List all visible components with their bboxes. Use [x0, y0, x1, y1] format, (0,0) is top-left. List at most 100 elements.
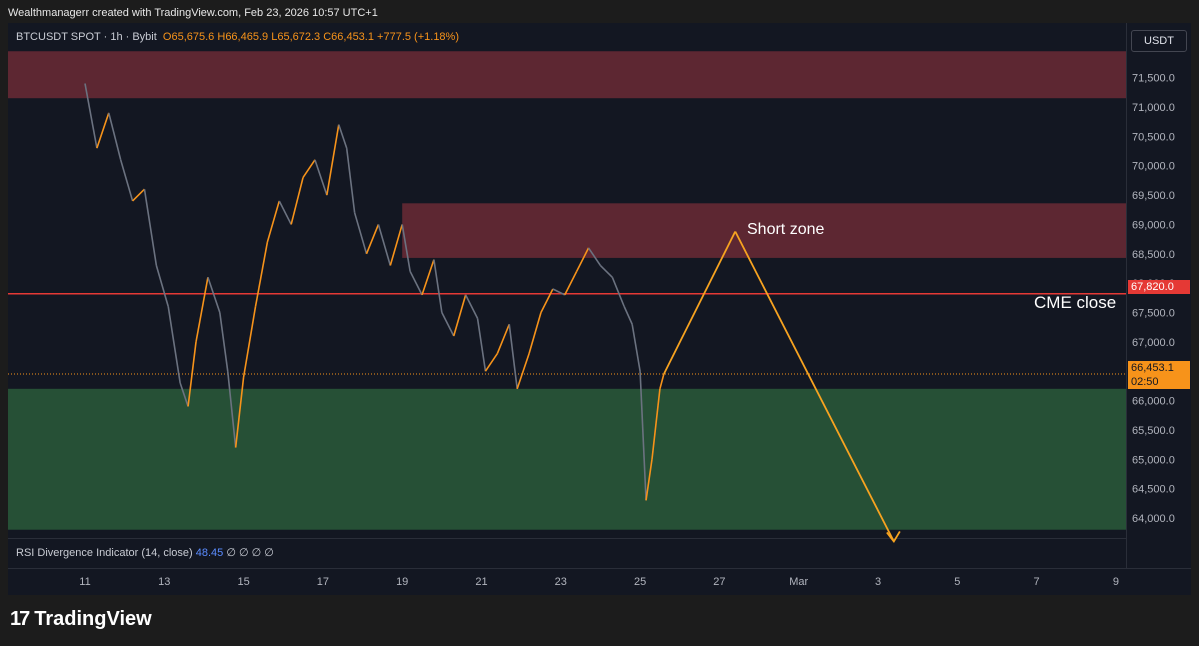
- price-zone-3: [8, 388, 1126, 530]
- price-tick-label: 69,500.0: [1132, 190, 1175, 202]
- price-segment: [290, 177, 304, 225]
- price-axis-divider: [1126, 23, 1127, 568]
- price-segment: [345, 148, 356, 213]
- time-tick-label: 9: [1113, 576, 1119, 588]
- price-segment: [338, 124, 348, 149]
- price-segment: [401, 224, 411, 272]
- price-segment: [631, 324, 641, 372]
- price-segment: [254, 241, 269, 307]
- price-segment: [587, 247, 602, 266]
- time-tick-label: Mar: [789, 576, 808, 588]
- rsi-value: 48.45: [195, 547, 224, 559]
- change-value: +777.5 (+1.18%): [377, 31, 459, 43]
- time-axis-divider: [8, 568, 1191, 569]
- price-segment: [623, 306, 633, 325]
- currency-unit-button[interactable]: USDT: [1131, 30, 1187, 52]
- rsi-na-values: ∅ ∅ ∅ ∅: [226, 547, 274, 559]
- price-segment: [266, 200, 281, 243]
- time-tick-label: 25: [634, 576, 646, 588]
- last-price-tag: 66,453.1 02:50: [1128, 361, 1190, 389]
- close-value: 66,453.1: [331, 31, 374, 43]
- time-tick-label: 5: [954, 576, 960, 588]
- price-tick-label: 69,000.0: [1132, 219, 1175, 231]
- cme-price-tag: 67,820.0: [1128, 280, 1190, 294]
- price-tick-label: 65,000.0: [1132, 454, 1175, 466]
- price-segment: [433, 259, 443, 313]
- price-segment: [96, 112, 110, 149]
- time-tick-label: 15: [237, 576, 249, 588]
- time-tick-label: 23: [555, 576, 567, 588]
- price-tick-label: 71,000.0: [1132, 102, 1175, 114]
- chart-frame[interactable]: 64,000.0 64,500.0 65,000.0 65,500.0 66,000.0…: [8, 23, 1191, 595]
- price-segment: [441, 312, 455, 337]
- price-tick-label: 70,500.0: [1132, 131, 1175, 143]
- price-segment: [143, 189, 158, 266]
- bar-countdown: 02:50: [1131, 376, 1159, 388]
- time-tick-label: 3: [875, 576, 881, 588]
- price-segment: [599, 264, 613, 278]
- price-segment: [108, 112, 122, 161]
- price-segment: [464, 294, 479, 319]
- cme-close-label: CME close: [1034, 293, 1117, 312]
- price-segment: [234, 376, 245, 448]
- price-segment: [421, 259, 435, 296]
- short-zone-label: Short zone: [747, 221, 825, 238]
- rsi-indicator-legend[interactable]: RSI Divergence Indicator (14, close) 48.…: [16, 546, 274, 559]
- price-tick-label: 64,500.0: [1132, 484, 1175, 496]
- price-segment: [552, 288, 566, 296]
- symbol-legend: BTCUSDT SPOT · 1h · Bybit O65,675.6 H66,…: [16, 31, 459, 43]
- rsi-pane-divider: [8, 538, 1126, 539]
- price-segment: [409, 271, 423, 296]
- price-segment: [508, 324, 518, 389]
- price-segment: [278, 200, 292, 225]
- price-zone-1: [8, 51, 1126, 99]
- last-price-value: 66,453.1: [1131, 362, 1174, 374]
- projection-path: [663, 231, 737, 375]
- price-segment: [302, 159, 316, 178]
- price-tick-label: 70,000.0: [1132, 161, 1175, 173]
- price-segment: [639, 371, 647, 501]
- price-segment: [195, 277, 209, 343]
- price-segment: [651, 388, 661, 460]
- price-segment: [219, 312, 229, 372]
- open-value: 65,675.6: [171, 31, 215, 43]
- price-chart[interactable]: 64,000.0 64,500.0 65,000.0 65,500.0 66,000.0…: [8, 23, 1191, 595]
- price-tick-label: 68,500.0: [1132, 249, 1175, 261]
- price-segment: [659, 373, 665, 390]
- tradingview-logo[interactable]: 17 TradingView: [10, 608, 152, 631]
- price-tick-label: 67,500.0: [1132, 308, 1175, 320]
- time-tick-label: 17: [317, 576, 329, 588]
- price-tick-label: 66,000.0: [1132, 396, 1175, 408]
- price-tick-label: 65,500.0: [1132, 425, 1175, 437]
- price-segment: [484, 353, 499, 372]
- price-segment: [353, 212, 368, 255]
- price-tick-label: 64,000.0: [1132, 513, 1175, 525]
- price-segment: [155, 265, 170, 307]
- projection-arrow-head: [886, 531, 901, 544]
- price-tick-label: 67,000.0: [1132, 337, 1175, 349]
- price-segment: [575, 247, 590, 272]
- time-tick-label: 7: [1034, 576, 1040, 588]
- price-segment: [226, 371, 237, 448]
- price-segment: [645, 459, 653, 501]
- price-segment: [377, 224, 392, 266]
- time-tick-label: 13: [158, 576, 170, 588]
- price-segment: [516, 353, 530, 390]
- price-segment: [452, 294, 467, 337]
- time-tick-label: 21: [475, 576, 487, 588]
- projection-path: [734, 231, 895, 542]
- price-segment: [207, 277, 221, 313]
- price-tick-label: 71,500.0: [1132, 73, 1175, 85]
- price-segment: [611, 276, 625, 307]
- price-segment: [242, 306, 257, 378]
- price-segment: [132, 188, 146, 202]
- time-tick-label: 27: [713, 576, 725, 588]
- tradingview-logo-text: TradingView: [34, 608, 152, 630]
- price-segment: [389, 224, 403, 266]
- price-segment: [365, 224, 380, 255]
- price-segment: [540, 288, 554, 313]
- tradingview-logo-icon: 17: [10, 608, 30, 630]
- time-tick-label: 11: [79, 576, 90, 588]
- price-zone-2: [402, 203, 1126, 258]
- price-segment: [314, 159, 328, 196]
